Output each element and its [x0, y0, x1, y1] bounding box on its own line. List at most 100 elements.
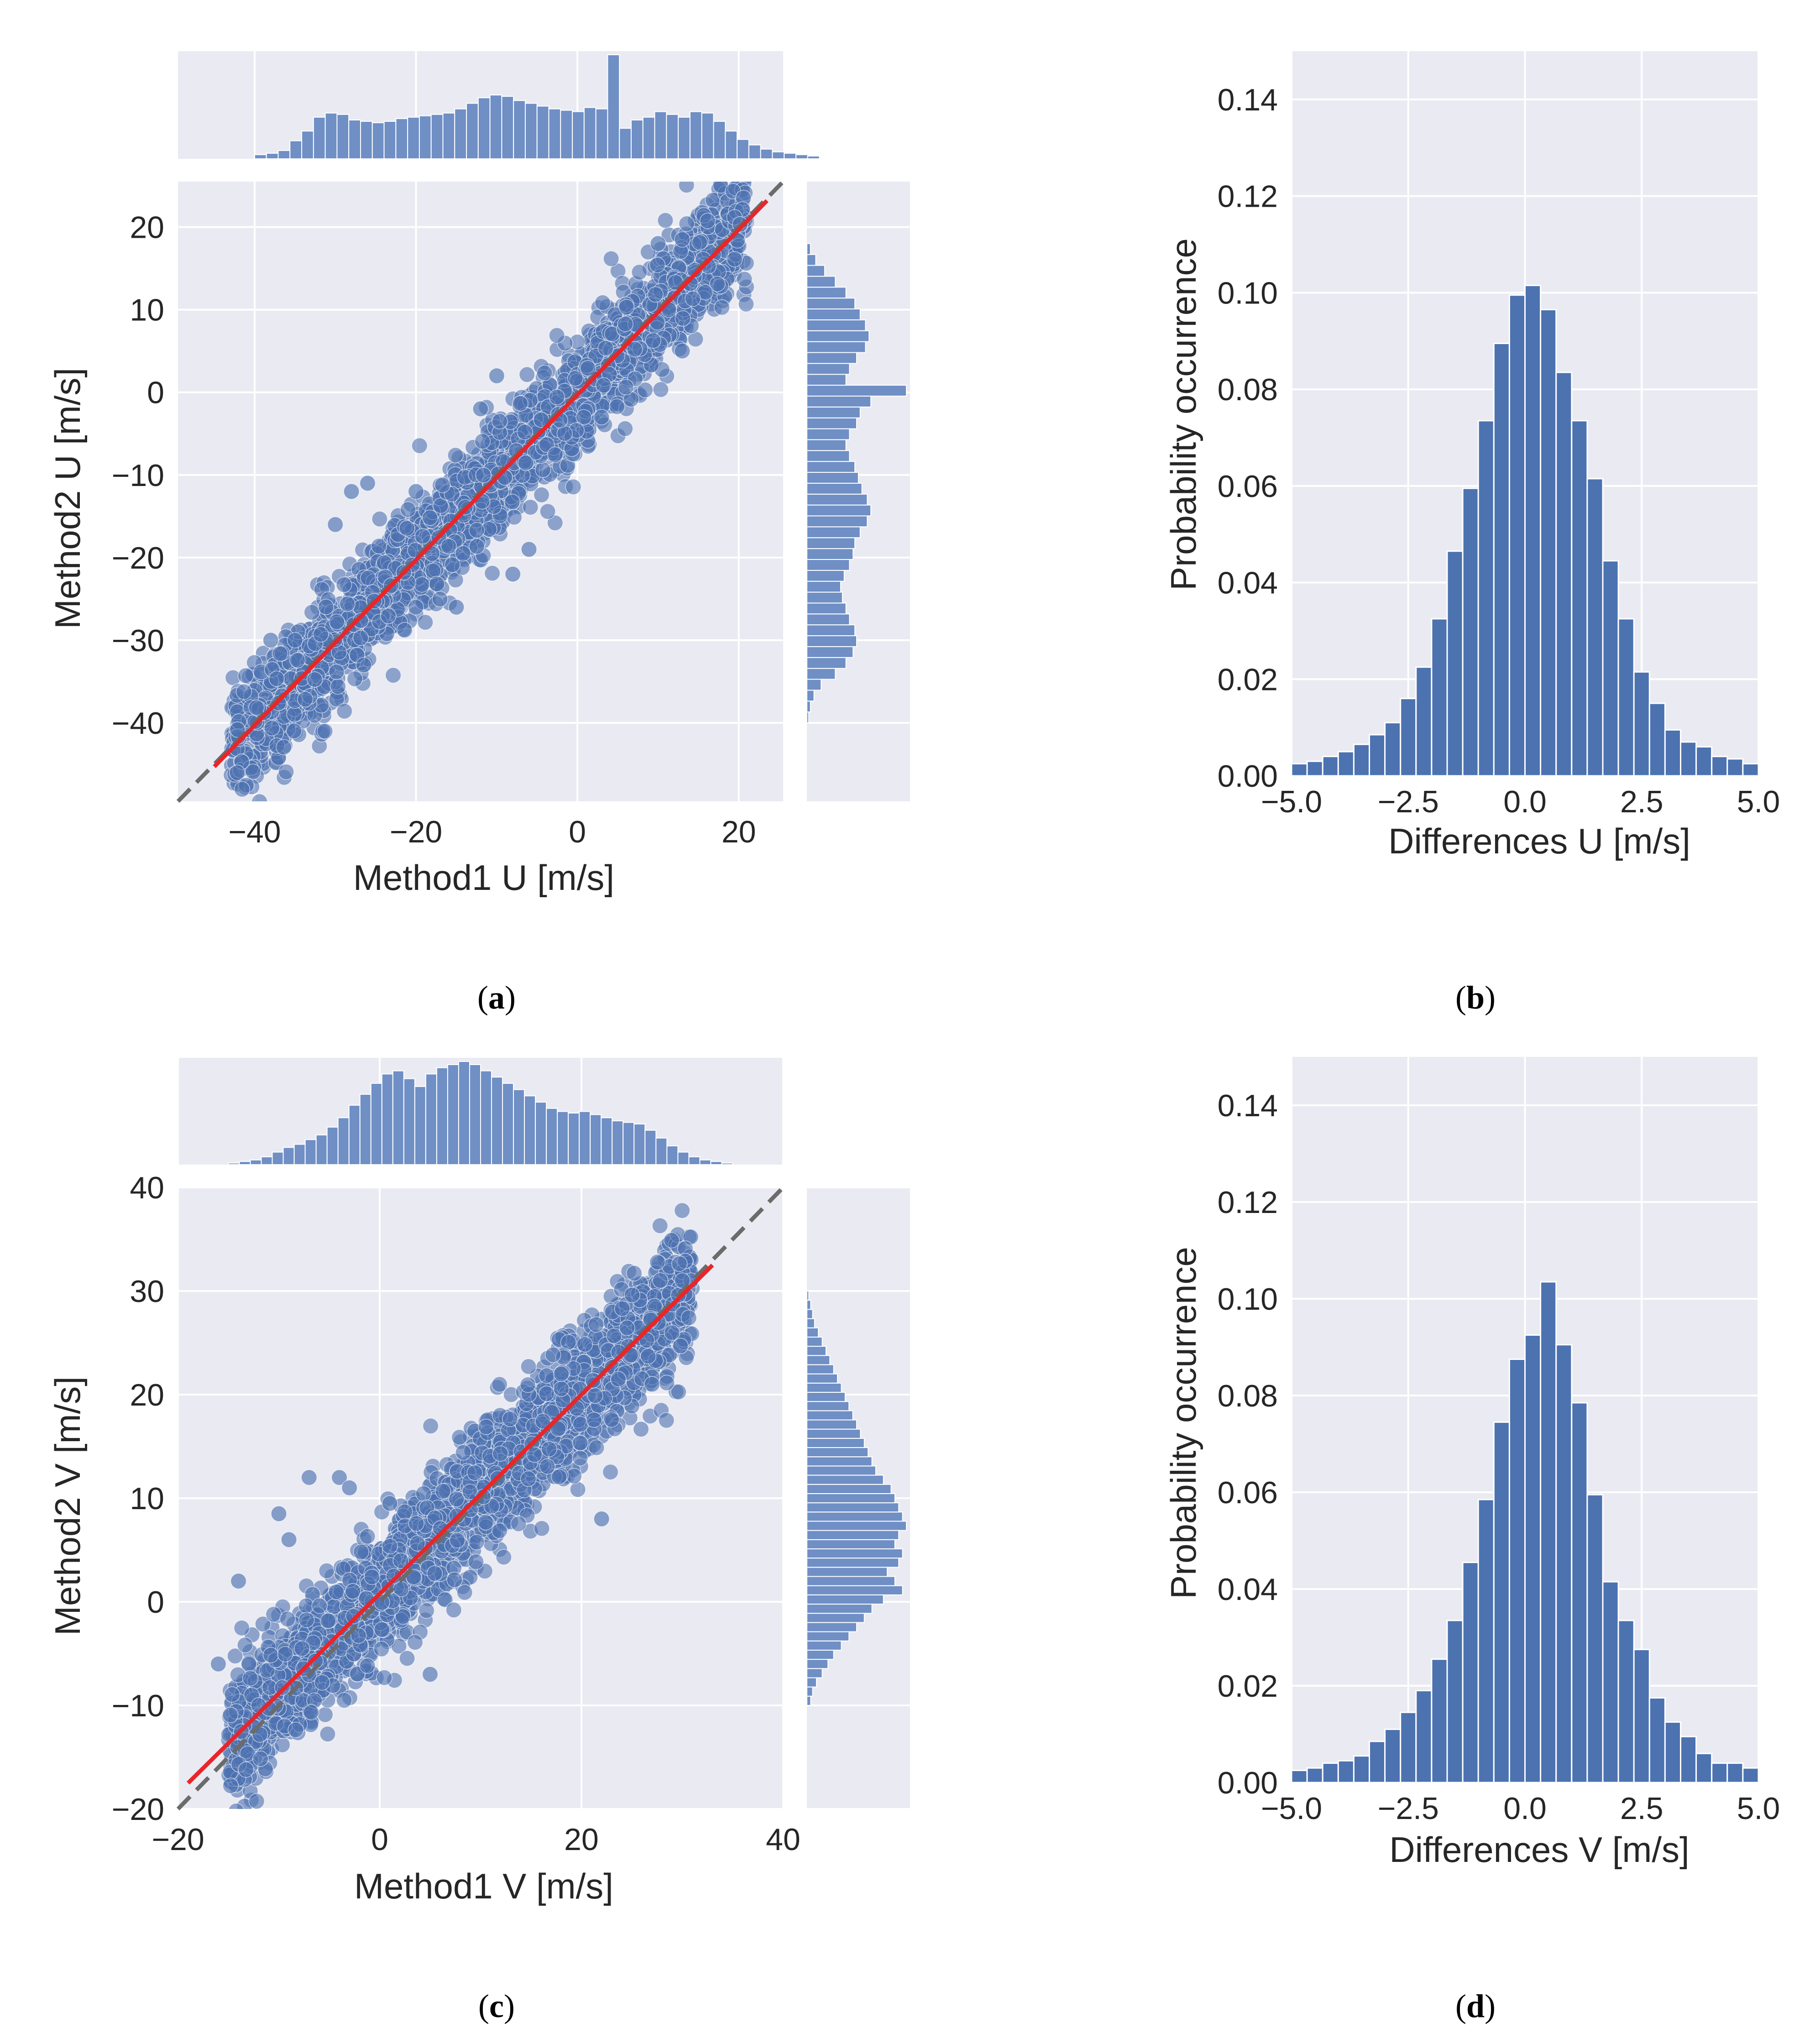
scatter-point	[356, 657, 372, 674]
marginal-y-bar	[806, 635, 857, 647]
marginal-x-bar	[442, 112, 455, 159]
histogram-bar	[1695, 746, 1713, 777]
scatter-point	[633, 1421, 649, 1438]
scatter-point	[691, 234, 708, 251]
scatter-point	[658, 1412, 675, 1429]
marginal-y-bar	[806, 265, 825, 277]
scatter-point	[492, 413, 508, 429]
scatter-point	[580, 360, 596, 376]
histogram-bar	[1540, 308, 1557, 777]
scatter-point	[726, 251, 743, 267]
marginal-x-bar	[277, 150, 291, 160]
scatter-point	[468, 1534, 485, 1551]
scatter-point	[414, 528, 431, 544]
marginal-x-bar	[807, 155, 820, 160]
scatter-point	[521, 541, 537, 558]
scatter-point	[595, 377, 612, 394]
scatter-point	[328, 664, 345, 680]
scatter-point	[313, 626, 329, 643]
scatter-point	[380, 608, 397, 624]
x-tick-label: 20	[722, 815, 756, 849]
marginal-x-bar	[748, 144, 761, 160]
marginal-y-bar	[806, 624, 856, 637]
scatter-point	[278, 763, 294, 780]
histogram-bar	[1571, 420, 1588, 777]
scatter-point	[657, 212, 674, 229]
scatter-point	[488, 367, 505, 384]
scatter-point	[306, 671, 323, 688]
x-axis-label-c: Method1 V [m/s]	[354, 1866, 613, 1906]
scatter-point	[645, 332, 661, 349]
marginal-y-bar	[806, 352, 857, 364]
scatter-point	[262, 632, 279, 648]
scatter-point	[674, 231, 690, 248]
marginal-y-bar	[806, 417, 857, 429]
marginal-y-bar	[806, 548, 854, 560]
x-tick-label: 0	[371, 1822, 388, 1857]
marginal-x-bar	[430, 114, 444, 159]
scatter-point	[235, 683, 252, 700]
scatter-point	[549, 327, 565, 344]
marginal-x-bar	[607, 54, 620, 159]
scatter-point	[237, 1637, 253, 1653]
marginal-x-bar	[713, 120, 726, 160]
scatter-point	[330, 678, 346, 695]
x-tick-label: 0	[569, 815, 586, 849]
scatter-point	[653, 381, 669, 398]
marginal-x-bar	[454, 108, 467, 159]
scatter-point	[371, 511, 388, 528]
marginal-x-bar	[666, 114, 679, 159]
scatter-point	[474, 433, 491, 450]
marginal-x-bar	[301, 131, 314, 160]
marginal-x-bar	[795, 154, 808, 160]
scatter-point	[303, 604, 320, 621]
scatter-point	[627, 341, 643, 358]
scatter-point	[429, 575, 445, 592]
scatter-point	[650, 235, 666, 252]
marginal-x-bar	[772, 151, 785, 159]
marginal-x-bar	[501, 96, 514, 159]
histogram-bar	[1555, 371, 1573, 777]
marginal-x-bar	[548, 108, 561, 159]
x-tick-label: 5.0	[1737, 784, 1780, 819]
marginal-y-bar	[806, 657, 847, 669]
y-tick-label: 0.02	[1218, 662, 1278, 697]
scatter-point	[411, 437, 428, 454]
scatter-point	[617, 420, 633, 437]
scatter-point	[679, 215, 695, 232]
scatter-point	[674, 1202, 690, 1219]
marginal-x-bar	[466, 103, 479, 159]
y-tick-label: 0	[147, 376, 164, 410]
scatter-point	[567, 370, 584, 387]
marginal-y-bar	[806, 406, 861, 418]
marginal-x-bar	[737, 139, 749, 160]
y-tick-label: −20	[112, 541, 164, 575]
marginal-x-bar	[524, 103, 538, 159]
scatter-point	[736, 271, 753, 288]
scatter-point	[547, 514, 564, 531]
scatter-point	[444, 556, 460, 573]
scatter-point	[674, 343, 690, 359]
marginal-x-bar	[360, 120, 373, 160]
histogram-bar	[1508, 294, 1526, 777]
histogram-bar	[1415, 666, 1433, 777]
scatter-point	[319, 1563, 335, 1579]
scatter-point	[647, 286, 664, 303]
scatter-point	[519, 366, 535, 383]
scatter-point	[376, 1669, 392, 1686]
scatter-point	[512, 395, 528, 412]
y-tick-label: −20	[112, 1792, 164, 1827]
scatter-point	[534, 1520, 550, 1537]
marginal-x-bar	[407, 116, 420, 159]
marginal-x-bar	[642, 116, 655, 159]
histogram-bar	[1384, 722, 1402, 777]
scatter-point	[534, 461, 551, 478]
marginal-y-bar	[806, 580, 841, 593]
marginal-x-bar	[513, 100, 526, 160]
scatter-point	[319, 1725, 336, 1742]
marginal-y-bar	[806, 472, 859, 484]
marginal-y-bar	[806, 559, 850, 571]
y-tick-label: 0.00	[1218, 759, 1278, 794]
scatter-point	[617, 316, 633, 332]
scatter-point	[432, 497, 449, 514]
